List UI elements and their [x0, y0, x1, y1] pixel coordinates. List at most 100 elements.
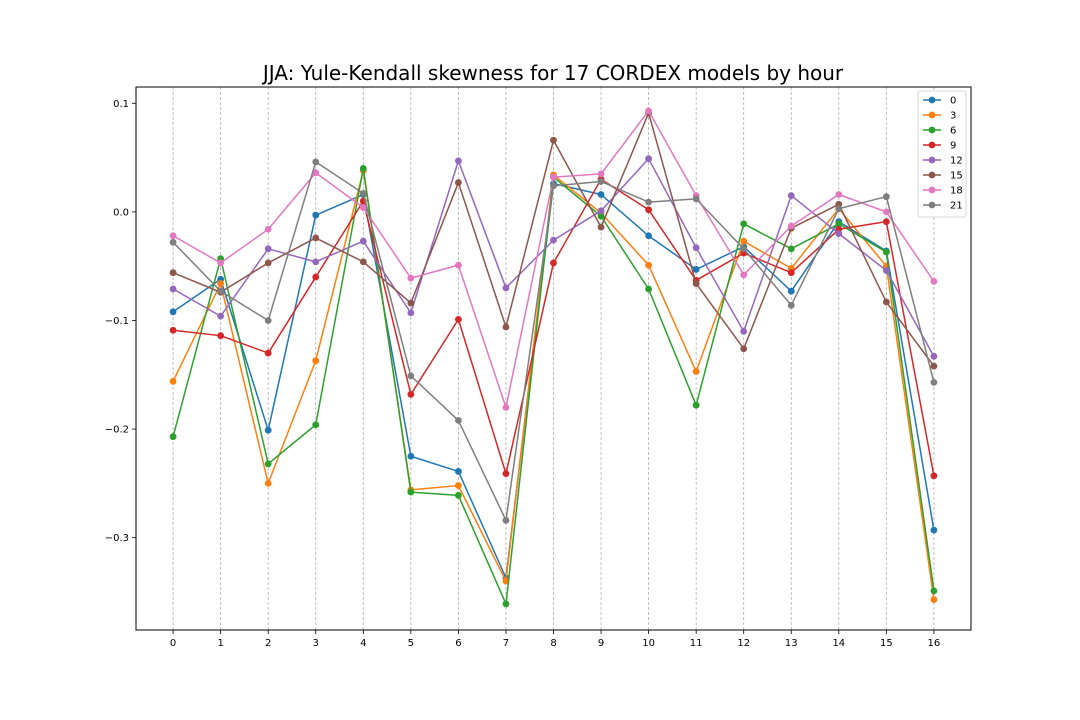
legend-item: 12: [923, 156, 963, 167]
legend-marker: [928, 111, 936, 119]
data-point: [407, 274, 415, 282]
data-point: [169, 377, 177, 385]
data-point: [835, 220, 843, 228]
legend-marker: [928, 126, 936, 134]
data-point: [169, 285, 177, 293]
data-point: [882, 298, 890, 306]
data-point: [740, 220, 748, 228]
data-point: [930, 596, 938, 603]
data-point: [787, 192, 795, 200]
data-point: [454, 468, 462, 475]
data-point: [835, 230, 843, 238]
series-21: [169, 158, 938, 524]
data-point: [597, 212, 605, 220]
data-point: [787, 269, 795, 277]
legend-item: 21: [923, 201, 963, 212]
y-tick-label: 0.1: [113, 99, 129, 110]
data-point: [359, 165, 367, 172]
data-point: [312, 158, 320, 166]
legend-box: [917, 90, 967, 218]
data-point: [692, 195, 700, 203]
x-tick-label: 2: [265, 638, 271, 649]
data-point: [169, 238, 177, 246]
legend-item: 15: [923, 171, 963, 182]
grid-lines: [172, 87, 935, 630]
legend-label: 6: [950, 126, 956, 137]
data-point: [597, 170, 605, 178]
data-point: [645, 107, 653, 115]
data-point: [692, 401, 700, 409]
legend-label: 18: [950, 186, 963, 197]
data-point: [264, 479, 272, 487]
data-point: [740, 271, 748, 279]
data-point: [454, 157, 462, 165]
x-tick-label: 7: [503, 638, 509, 649]
data-point: [407, 372, 415, 380]
data-point: [169, 326, 177, 334]
data-point: [692, 266, 700, 273]
data-point: [882, 267, 890, 274]
data-point: [645, 198, 653, 206]
data-point: [787, 301, 795, 309]
data-point: [264, 426, 272, 434]
data-point: [217, 287, 225, 295]
chart-title: JJA: Yule-Kendall skewness for 17 CORDEX…: [261, 61, 844, 85]
data-point: [454, 179, 462, 186]
data-point: [312, 357, 320, 365]
data-point: [217, 280, 225, 287]
data-point: [169, 232, 177, 240]
data-point: [882, 208, 890, 216]
data-point: [312, 258, 320, 266]
data-point: [217, 332, 225, 340]
data-point: [740, 237, 748, 245]
y-tick-label: −0.2: [105, 425, 129, 436]
data-point: [645, 206, 653, 214]
data-point: [550, 259, 557, 267]
data-point: [359, 190, 367, 197]
data-point: [407, 452, 415, 460]
x-tick-label: 4: [360, 638, 366, 649]
data-point: [312, 169, 320, 177]
data-point: [264, 460, 272, 468]
data-point: [454, 482, 462, 489]
data-point: [312, 421, 320, 429]
legend-marker: [928, 96, 936, 104]
data-point: [740, 245, 748, 253]
data-point: [882, 248, 890, 256]
series-6: [169, 165, 938, 608]
x-tick-label: 6: [455, 638, 461, 649]
legend-label: 21: [950, 201, 963, 212]
legend-label: 9: [950, 141, 956, 152]
data-point: [692, 280, 700, 287]
data-point: [597, 207, 605, 215]
data-point: [407, 299, 415, 307]
series-12: [169, 155, 938, 360]
data-point: [645, 232, 653, 240]
x-tick-label: 1: [217, 638, 223, 649]
data-point: [217, 259, 225, 267]
x-tick-label: 11: [690, 638, 703, 649]
legend-item: 6: [923, 126, 956, 137]
data-point: [930, 526, 938, 534]
data-point: [217, 312, 225, 320]
x-tick-label: 12: [737, 638, 750, 649]
data-point: [550, 173, 557, 181]
x-tick-label: 8: [550, 638, 556, 649]
data-point: [454, 316, 462, 323]
data-point: [692, 368, 700, 375]
x-tick-label: 9: [598, 638, 604, 649]
data-point: [407, 488, 415, 496]
legend: 0 3 6 9 12 15 18 21: [917, 90, 967, 218]
axes: 0 1 2 3 4 5 6 7 8 9 10 11 12 13 14 15 160.10.0−0.1−0.2−0…: [105, 99, 941, 649]
data-point: [930, 378, 938, 386]
data-point: [692, 244, 700, 252]
data-point: [169, 433, 177, 441]
data-point: [264, 317, 272, 324]
series-9: [169, 175, 938, 480]
data-point: [407, 309, 415, 317]
data-point: [597, 178, 605, 185]
legend-label: 3: [950, 111, 956, 122]
series-group: [169, 107, 938, 608]
data-point: [835, 191, 843, 198]
